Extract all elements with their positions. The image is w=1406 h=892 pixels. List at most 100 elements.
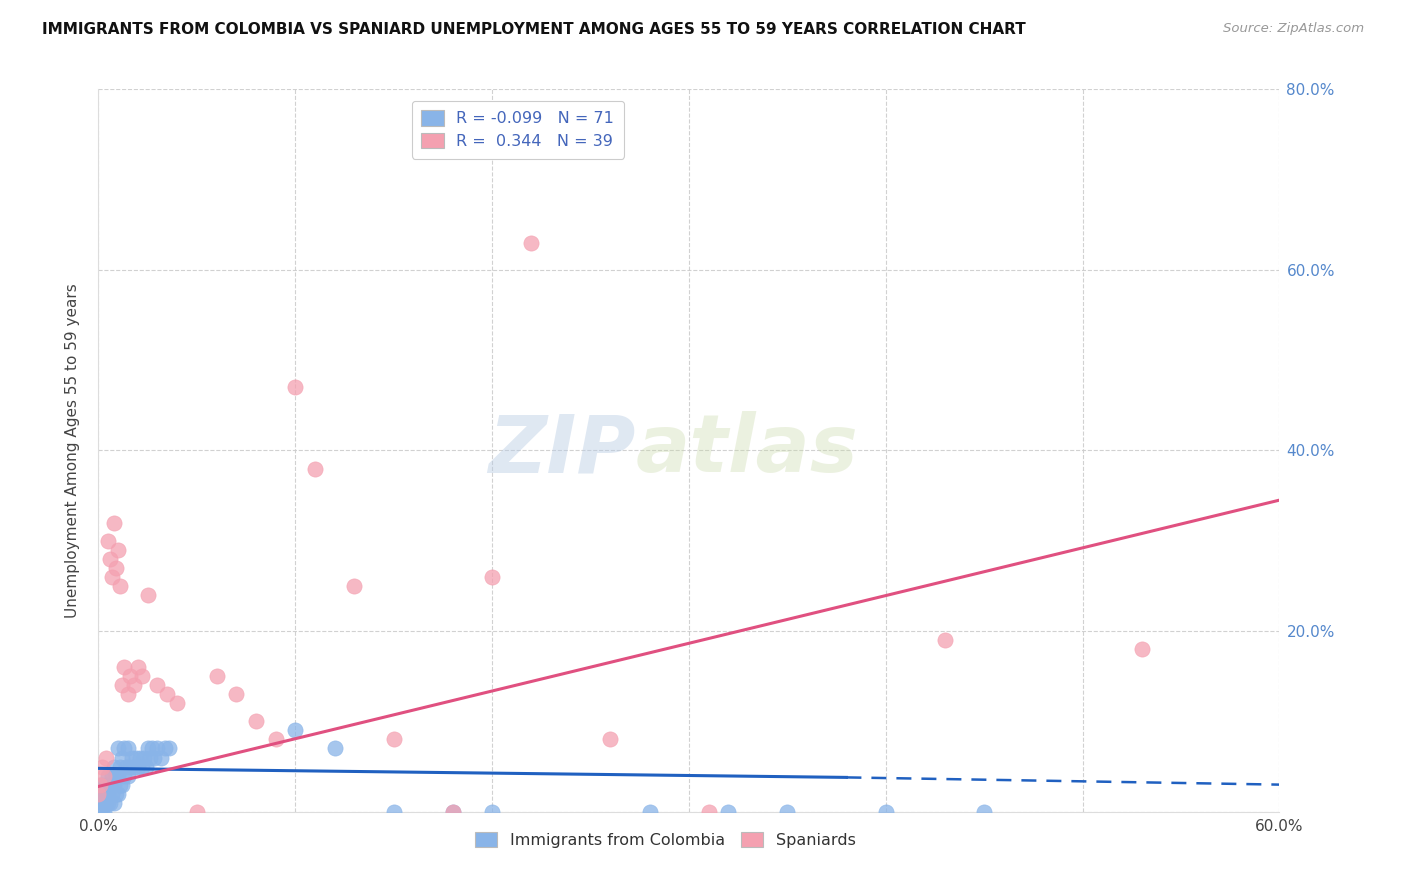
Point bbox=[136, 741, 159, 756]
Text: IMMIGRANTS FROM COLOMBIA VS SPANIARD UNEMPLOYMENT AMONG AGES 55 TO 59 YEARS CORR: IMMIGRANTS FROM COLOMBIA VS SPANIARD UNE… bbox=[42, 22, 1026, 37]
Point bbox=[382, 732, 405, 747]
Point bbox=[107, 787, 129, 801]
Point bbox=[117, 741, 139, 756]
Point bbox=[105, 561, 128, 575]
Point bbox=[91, 805, 114, 819]
Point bbox=[96, 750, 118, 764]
Point bbox=[87, 805, 110, 819]
Point bbox=[107, 542, 129, 557]
Point bbox=[441, 805, 464, 819]
Point bbox=[101, 769, 124, 783]
Point bbox=[98, 551, 121, 566]
Point bbox=[97, 533, 120, 548]
Point bbox=[87, 805, 110, 819]
Text: atlas: atlas bbox=[636, 411, 859, 490]
Point bbox=[141, 741, 163, 756]
Point bbox=[146, 678, 169, 692]
Point bbox=[138, 750, 160, 764]
Point bbox=[93, 805, 115, 819]
Point bbox=[112, 769, 135, 783]
Point bbox=[118, 669, 141, 683]
Point bbox=[91, 759, 114, 773]
Point bbox=[264, 732, 287, 747]
Point bbox=[108, 759, 131, 773]
Point bbox=[112, 741, 135, 756]
Point bbox=[89, 787, 111, 801]
Point bbox=[101, 570, 124, 584]
Point bbox=[97, 796, 120, 810]
Point bbox=[98, 778, 121, 792]
Point bbox=[638, 805, 661, 819]
Point bbox=[108, 778, 131, 792]
Point bbox=[87, 796, 110, 810]
Point bbox=[973, 805, 995, 819]
Point bbox=[105, 769, 128, 783]
Point bbox=[91, 778, 114, 792]
Point bbox=[132, 750, 155, 764]
Point bbox=[155, 741, 177, 756]
Point bbox=[96, 796, 118, 810]
Point bbox=[150, 750, 173, 764]
Point bbox=[135, 759, 157, 773]
Point bbox=[323, 741, 346, 756]
Point bbox=[108, 579, 131, 593]
Point bbox=[93, 796, 115, 810]
Point bbox=[89, 778, 111, 792]
Point bbox=[96, 778, 118, 792]
Point bbox=[717, 805, 740, 819]
Point bbox=[481, 805, 503, 819]
Point bbox=[98, 796, 121, 810]
Point bbox=[105, 787, 128, 801]
Point bbox=[112, 660, 135, 674]
Point bbox=[111, 678, 134, 692]
Point bbox=[111, 778, 134, 792]
Y-axis label: Unemployment Among Ages 55 to 59 years: Unemployment Among Ages 55 to 59 years bbox=[65, 283, 80, 618]
Point bbox=[304, 461, 326, 475]
Point bbox=[118, 759, 141, 773]
Point bbox=[157, 741, 180, 756]
Point bbox=[103, 759, 125, 773]
Point bbox=[87, 796, 110, 810]
Point bbox=[128, 750, 150, 764]
Point bbox=[127, 759, 149, 773]
Point bbox=[107, 741, 129, 756]
Point bbox=[122, 759, 145, 773]
Point bbox=[127, 660, 149, 674]
Point bbox=[101, 787, 124, 801]
Point bbox=[441, 805, 464, 819]
Point bbox=[156, 687, 179, 701]
Point bbox=[343, 579, 366, 593]
Point bbox=[93, 787, 115, 801]
Point bbox=[107, 769, 129, 783]
Point bbox=[96, 787, 118, 801]
Point bbox=[1130, 642, 1153, 657]
Point bbox=[205, 669, 228, 683]
Point bbox=[115, 759, 138, 773]
Point bbox=[520, 235, 543, 250]
Point bbox=[87, 787, 110, 801]
Point bbox=[125, 750, 148, 764]
Point bbox=[131, 669, 153, 683]
Point bbox=[146, 741, 169, 756]
Point bbox=[103, 778, 125, 792]
Point bbox=[117, 687, 139, 701]
Point bbox=[103, 796, 125, 810]
Text: ZIP: ZIP bbox=[488, 411, 636, 490]
Point bbox=[89, 805, 111, 819]
Point bbox=[131, 759, 153, 773]
Point bbox=[875, 805, 897, 819]
Point bbox=[87, 787, 110, 801]
Point bbox=[245, 714, 267, 729]
Point bbox=[87, 805, 110, 819]
Point bbox=[142, 750, 165, 764]
Point bbox=[121, 750, 143, 764]
Point bbox=[186, 805, 208, 819]
Point bbox=[91, 796, 114, 810]
Point bbox=[87, 805, 110, 819]
Point bbox=[122, 678, 145, 692]
Point bbox=[97, 769, 120, 783]
Legend: Immigrants from Colombia, Spaniards: Immigrants from Colombia, Spaniards bbox=[468, 825, 862, 855]
Text: Source: ZipAtlas.com: Source: ZipAtlas.com bbox=[1223, 22, 1364, 36]
Point bbox=[136, 588, 159, 602]
Point bbox=[284, 723, 307, 738]
